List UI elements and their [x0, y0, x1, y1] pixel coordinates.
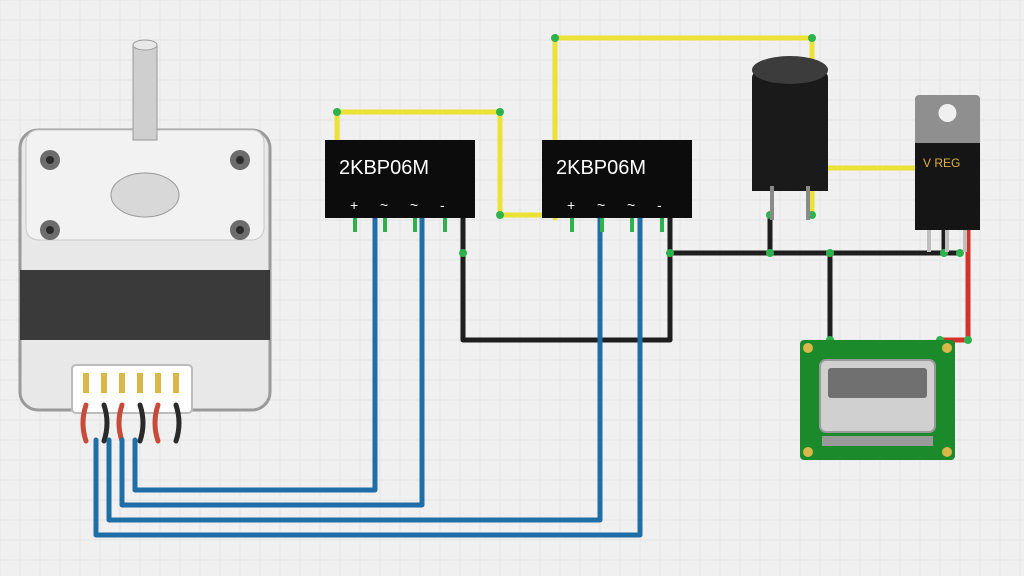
voltage-regulator: V REG — [915, 95, 980, 252]
svg-text:~: ~ — [380, 197, 388, 213]
svg-text:-: - — [657, 197, 662, 213]
vreg-label: V REG — [923, 156, 960, 170]
svg-text:~: ~ — [627, 197, 635, 213]
svg-text:+: + — [567, 197, 575, 213]
svg-text:-: - — [440, 197, 445, 213]
rectifier-label: 2KBP06M — [556, 157, 646, 179]
svg-text:~: ~ — [410, 197, 418, 213]
svg-text:~: ~ — [597, 197, 605, 213]
rectifier-label: 2KBP06M — [339, 157, 429, 179]
usb-board — [800, 340, 955, 460]
svg-text:+: + — [350, 197, 358, 213]
